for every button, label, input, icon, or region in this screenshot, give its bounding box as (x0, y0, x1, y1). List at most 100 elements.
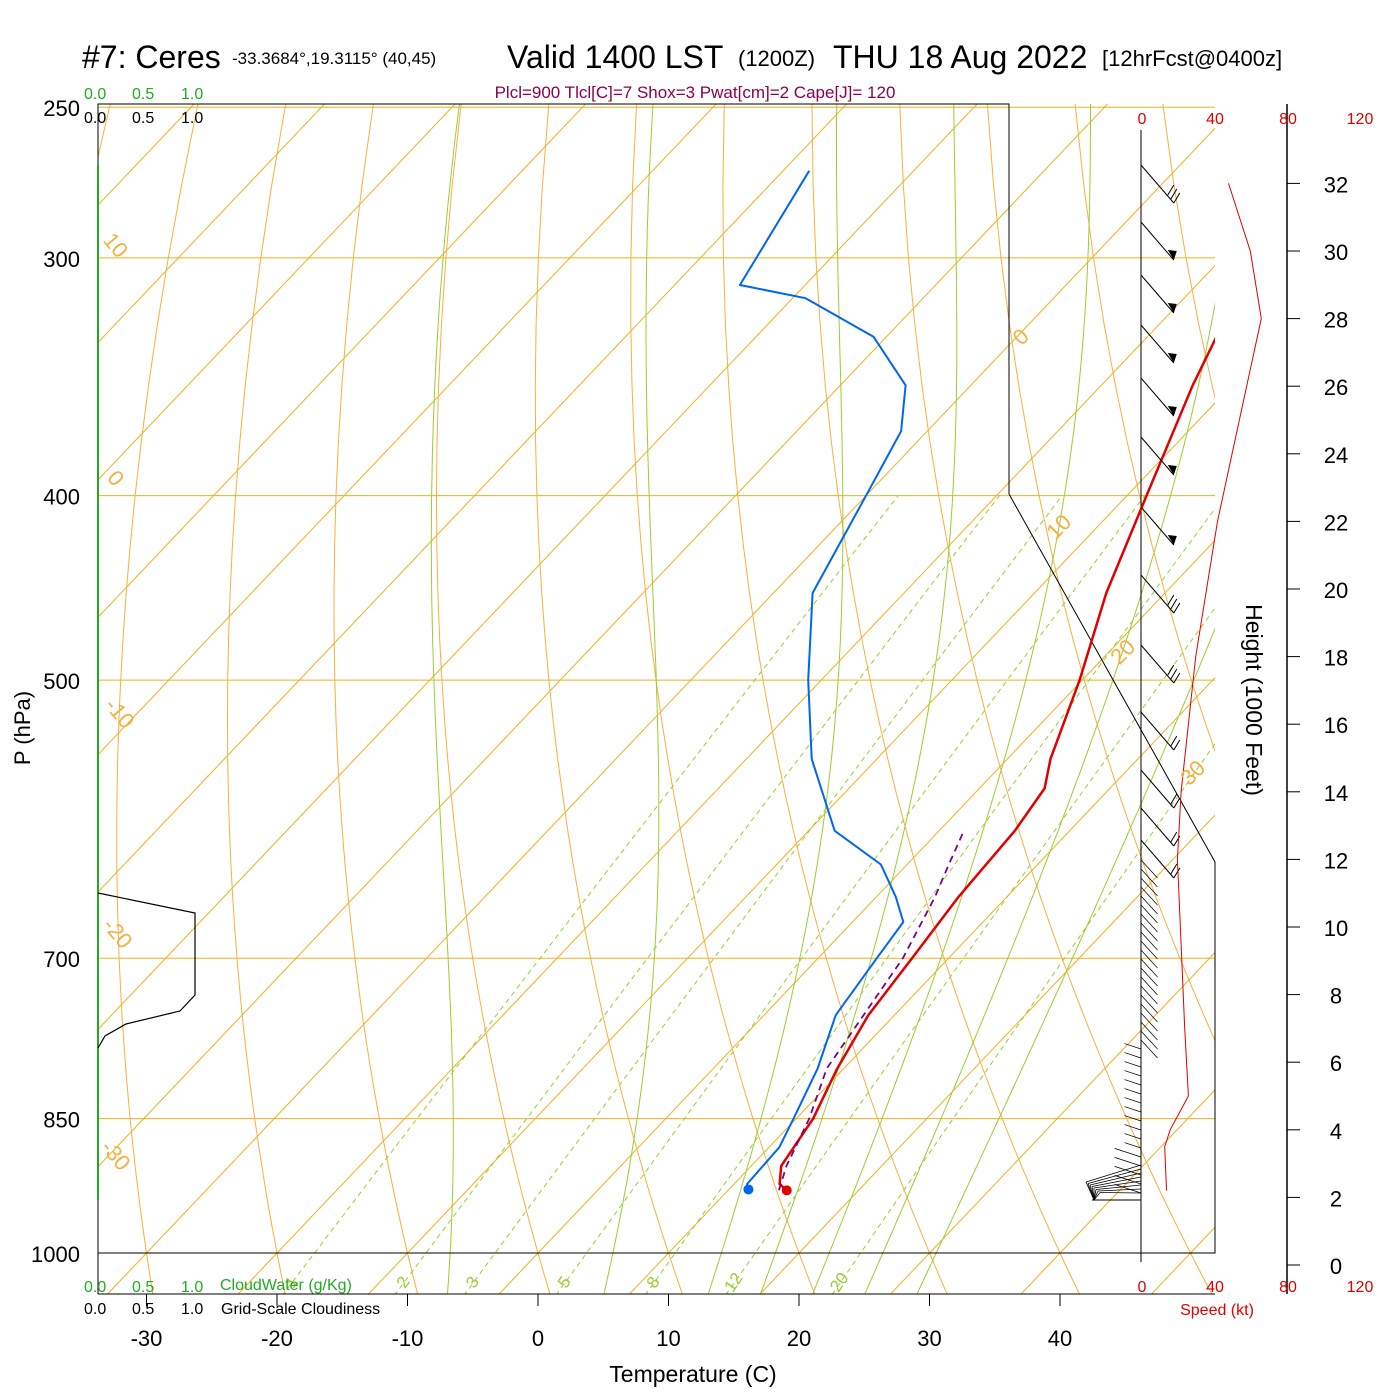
speed-top-tick-3: 120 (1347, 111, 1374, 128)
height-tick-label: 2 (1330, 1186, 1342, 1211)
wind-barb (1140, 1039, 1158, 1059)
wind-barb (1124, 1043, 1142, 1050)
mixing-ratio-line (645, 507, 1215, 1294)
wind-barbs (1085, 164, 1181, 1201)
wind-barb (1140, 324, 1177, 364)
dry-adiabat-line (116, 104, 199, 1294)
wind-barb-shaft (1140, 994, 1158, 1014)
wind-barb-shaft (1140, 164, 1175, 204)
wind-barb-feather (1093, 1190, 1099, 1201)
wind-barb (1140, 868, 1158, 888)
wind-barb-shaft (1085, 1164, 1142, 1183)
temperature-tick-label: -20 (261, 1326, 293, 1351)
height-tick-label: 4 (1330, 1119, 1342, 1144)
moist-adiabat-line (916, 627, 1215, 1294)
wind-barb-shaft (1124, 1061, 1142, 1068)
surface-temperature-marker (781, 1185, 792, 1196)
wind-barb-feather (1173, 192, 1181, 204)
wind-barb-shaft (1099, 1192, 1142, 1194)
isotherm-line (1020, 1089, 1215, 1294)
isotherm-label: 0 (102, 465, 129, 490)
isotherm-line (0, 0, 236, 1332)
wind-barb-shaft (1140, 976, 1158, 996)
mixing-ratio-line (282, 495, 899, 1294)
mixing-ratio-line (394, 495, 1000, 1294)
pressure-tick-label: 850 (43, 1108, 80, 1133)
wind-barb (1114, 1148, 1142, 1158)
wind-barb-shaft (1140, 949, 1158, 969)
wind-barb-shaft (1124, 1124, 1142, 1131)
parcel-trace (778, 830, 965, 1191)
cloudwater-top-tick-0: 0.0 (84, 86, 106, 103)
wind-barb-shaft (1140, 913, 1158, 933)
cloudiness-top-tick-2: 1.0 (181, 110, 203, 127)
isotherm-label: 20 (1105, 634, 1140, 669)
wind-barb-shaft (1124, 1106, 1142, 1113)
wind-barb-shaft (1114, 1157, 1142, 1167)
cloudiness-axis-label: Grid-Scale Cloudiness (221, 1301, 380, 1318)
wind-barb (1140, 769, 1181, 809)
wind-barb (1140, 886, 1158, 906)
wind-barb (1140, 574, 1181, 614)
wind-barb-shaft (1140, 958, 1158, 978)
wind-barb-shaft (1124, 1115, 1142, 1122)
wind-barb-shaft (1140, 1012, 1158, 1032)
wind-barb (1140, 1030, 1158, 1050)
wind-barb (1124, 1088, 1142, 1095)
height-tick-label: 14 (1324, 781, 1348, 806)
wind-barb (1114, 1157, 1142, 1167)
wind-barb-shaft (1140, 859, 1158, 879)
height-axis-title: Height (1000 Feet) (1241, 604, 1267, 796)
mixing-ratio-label: 2 (393, 1273, 414, 1292)
wind-barb-shaft (1140, 711, 1175, 751)
wind-barb-shaft (1124, 1133, 1142, 1140)
wind-barb (1140, 644, 1181, 684)
isotherm-line (759, 814, 1215, 1294)
wind-barb-shaft (1140, 839, 1175, 879)
speed-top-tick-0: 0 (1138, 111, 1147, 128)
wind-barb (1124, 1061, 1142, 1068)
utc-time: (1200Z) (738, 46, 815, 71)
mixing-ratio-line (831, 742, 1215, 1294)
wind-barb-shaft (1140, 221, 1175, 261)
wind-barb (1114, 1166, 1142, 1176)
wind-barb-shaft (1140, 324, 1175, 364)
dry-adiabat-line (534, 104, 683, 1294)
mixing-ratio-line (464, 495, 1063, 1294)
height-tick-label: 30 (1324, 240, 1348, 265)
isotherm-label: -10 (100, 693, 140, 733)
wind-barb (1140, 839, 1181, 879)
speed-top-tick-2: 80 (1279, 111, 1297, 128)
wind-barb-shaft (1124, 1052, 1142, 1059)
wind-barb-shaft (1091, 1176, 1142, 1187)
valid-date: THU 18 Aug 2022 (833, 39, 1087, 75)
speed-bottom-tick-1: 40 (1206, 1279, 1224, 1296)
wind-barb-shaft (1140, 377, 1175, 417)
isotherm-line (98, 104, 1109, 1168)
mixing-ratio-label: 12 (720, 1269, 746, 1295)
isotherm-line (106, 127, 1215, 1294)
mixing-ratio-label: 5 (554, 1273, 575, 1292)
wind-barb-shaft (1140, 769, 1175, 809)
wind-barb-shaft (1114, 1184, 1142, 1194)
temperature-tick-label: 20 (787, 1326, 811, 1351)
wind-barb (1140, 1003, 1158, 1023)
height-tick-label: 20 (1324, 578, 1348, 603)
wind-barb-feather (1167, 184, 1175, 196)
wind-barb (1124, 1097, 1142, 1104)
wind-barb (1140, 711, 1181, 751)
speed-top-tick-1: 40 (1206, 111, 1224, 128)
wind-barb-shaft (1140, 1039, 1158, 1059)
cloudwater-axis-label: CloudWater (g/Kg) (220, 1277, 352, 1294)
dry-adiabat-line (1162, 104, 1215, 400)
wind-barb-feather (1093, 1189, 1097, 1201)
height-tick-label: 28 (1324, 308, 1348, 333)
moist-adiabat-line (812, 104, 1091, 1294)
dry-adiabat-line (333, 104, 419, 1294)
wind-barb-shaft (1140, 807, 1175, 847)
temperature-tick-label: -10 (392, 1326, 424, 1351)
wind-barb-shaft (1140, 904, 1158, 924)
surface-dewpoint-marker (743, 1184, 754, 1195)
wind-barb (1124, 1106, 1142, 1113)
